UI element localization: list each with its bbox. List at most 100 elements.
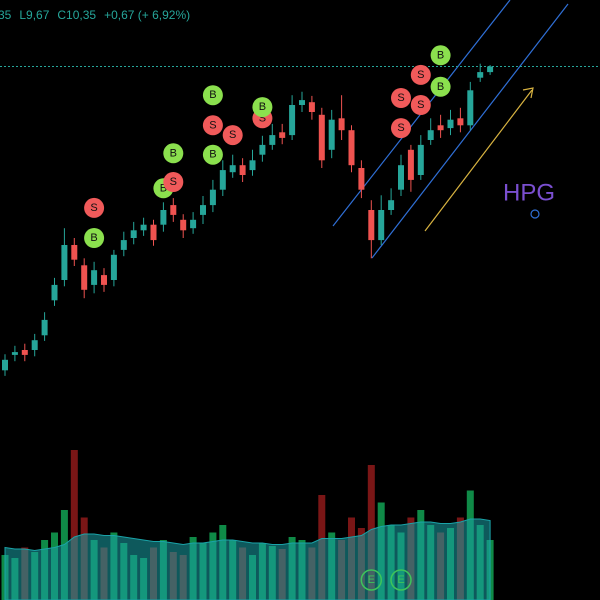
- candle-body: [447, 119, 454, 129]
- event-label: E: [368, 574, 375, 586]
- candle-body: [219, 170, 226, 190]
- signal-label: B: [170, 147, 177, 159]
- candle-body: [200, 205, 206, 215]
- trend-arrow: [424, 89, 533, 232]
- candle-body: [71, 245, 78, 260]
- signal-marker: [84, 228, 105, 248]
- candle-body: [318, 114, 325, 161]
- header-item: 35: [0, 8, 12, 22]
- signal-marker: [410, 64, 431, 85]
- candle-body: [279, 132, 286, 138]
- candle-body: [101, 275, 107, 285]
- signal-label: B: [437, 81, 444, 93]
- signal-marker: [252, 97, 273, 118]
- candle-body: [407, 149, 414, 180]
- signal-label: B: [90, 232, 97, 244]
- header: 35 L9,67 C10,35 +0,67 (+ 6,92%): [0, 8, 198, 22]
- signal-label: S: [229, 129, 236, 141]
- candle-body: [259, 144, 266, 155]
- candle-body: [457, 118, 464, 126]
- candle-body: [51, 284, 58, 301]
- candle-body: [120, 240, 127, 250]
- event-marker: [390, 569, 412, 591]
- candle-body: [338, 118, 345, 131]
- candle-body: [249, 160, 256, 171]
- candle-body: [91, 270, 98, 285]
- signal-marker: [202, 144, 223, 165]
- candle-body: [299, 100, 305, 105]
- candle-body: [31, 340, 38, 350]
- signal-label: B: [209, 89, 216, 101]
- signal-label: S: [259, 112, 266, 124]
- symbol: HPG: [503, 180, 555, 207]
- signal-label: S: [209, 119, 216, 131]
- candle-body: [11, 352, 18, 355]
- signal-marker: [163, 172, 184, 192]
- signal-marker: [391, 88, 411, 108]
- candle-body: [130, 230, 137, 238]
- signal-label: S: [397, 122, 404, 134]
- signal-marker: [391, 118, 411, 139]
- signal-marker: [202, 115, 223, 136]
- candle-body: [61, 245, 68, 280]
- candle-body: [21, 350, 28, 355]
- signal-label: S: [417, 99, 424, 111]
- candle-body: [170, 205, 177, 215]
- signal-label: B: [437, 49, 444, 61]
- candle-body: [41, 319, 48, 336]
- candle-body: [190, 219, 197, 229]
- signal-marker: [222, 125, 243, 146]
- candle-body: [467, 90, 474, 126]
- candle-body: [388, 200, 395, 210]
- candle-body: [81, 265, 88, 290]
- symbol-dot: [530, 209, 540, 219]
- candle-body: [417, 144, 424, 175]
- candle-body: [289, 105, 296, 136]
- signal-label: B: [259, 101, 266, 113]
- event-label: E: [397, 574, 404, 586]
- candle-body: [427, 130, 434, 140]
- candle-body: [140, 224, 147, 231]
- volume-ma-area: [4, 518, 491, 600]
- signal-marker: [163, 143, 184, 164]
- candle-body: [239, 165, 246, 175]
- trend-arrow-head: [522, 87, 534, 99]
- candle-body: [328, 119, 335, 150]
- signal-label: S: [170, 176, 177, 188]
- signal-marker: [84, 197, 105, 218]
- signal-marker: [430, 45, 451, 66]
- candle-body: [160, 210, 167, 225]
- signal-label: S: [90, 202, 97, 214]
- candle-body: [308, 102, 315, 112]
- header-item: L9,67: [19, 8, 50, 22]
- signal-marker: [202, 85, 223, 106]
- header-item: C10,35: [57, 8, 97, 22]
- candle-body: [368, 210, 375, 241]
- candle-body: [269, 135, 276, 145]
- candle-body: [378, 210, 385, 241]
- candle-body: [477, 72, 484, 78]
- candle-body: [150, 224, 157, 241]
- volume-bar: [70, 450, 78, 600]
- signal-marker: [430, 76, 451, 97]
- candle-body: [487, 66, 494, 73]
- candle-body: [2, 359, 8, 371]
- candle-body: [229, 165, 236, 173]
- signal-label: S: [397, 92, 404, 104]
- signal-label: S: [417, 69, 424, 81]
- signal-label: B: [160, 182, 167, 194]
- candle-body: [348, 130, 355, 166]
- candle-body: [437, 125, 444, 131]
- event-marker: [360, 569, 383, 591]
- candle-body: [180, 219, 187, 231]
- channel-lower: [371, 3, 569, 259]
- candle-body: [398, 165, 404, 190]
- candle-body: [209, 189, 216, 206]
- signal-label: B: [209, 149, 216, 161]
- candle-body: [358, 168, 365, 190]
- signal-marker: [410, 95, 431, 115]
- header-item: +0,67 (+ 6,92%): [104, 8, 191, 22]
- candle-body: [110, 254, 117, 280]
